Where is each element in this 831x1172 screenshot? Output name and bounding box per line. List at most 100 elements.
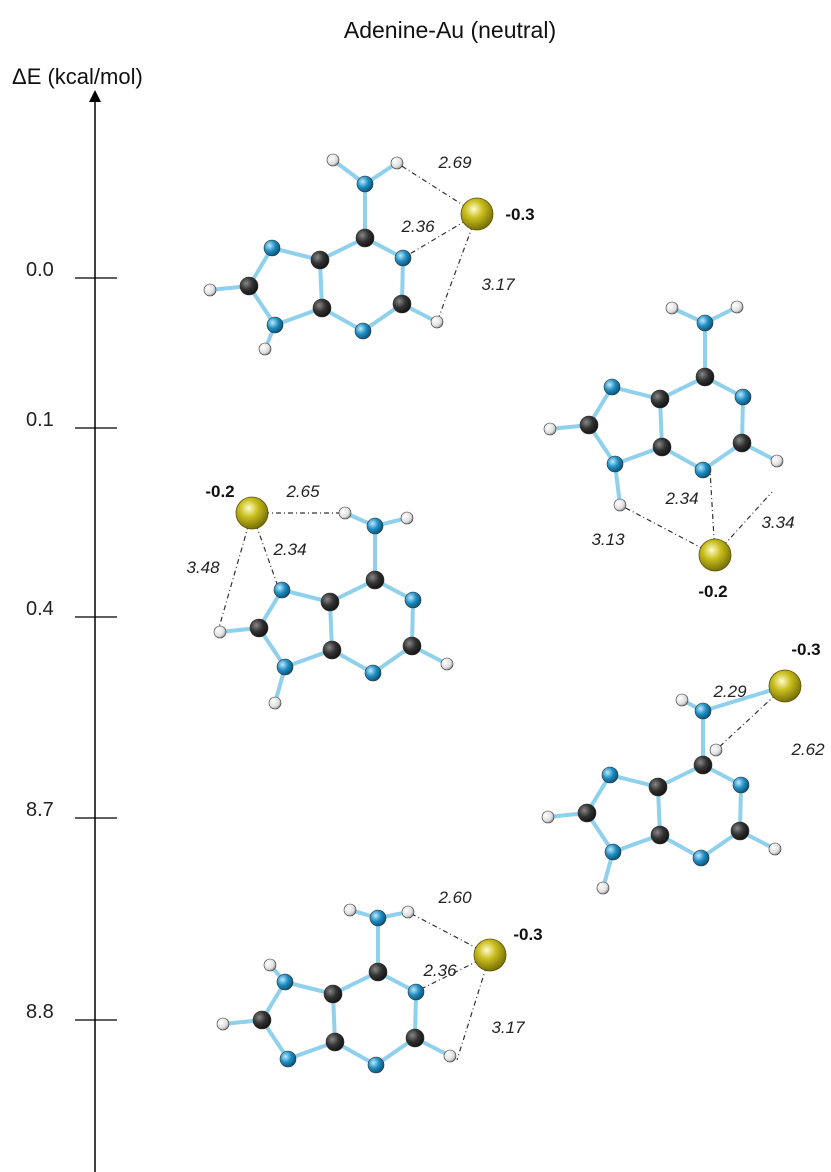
atom [274, 582, 290, 598]
atom [697, 315, 713, 331]
distance-label: 3.48 [186, 558, 220, 577]
atom [604, 379, 620, 395]
adenine-structure: 2.343.133.34-0.2 [544, 301, 795, 601]
atom [578, 804, 596, 822]
atom [267, 317, 283, 333]
atom [367, 518, 383, 534]
atom [696, 368, 714, 386]
gold-atom [474, 939, 506, 971]
level-label: 0.0 [26, 259, 54, 281]
gold-atom [461, 198, 493, 230]
distance-label: 3.34 [761, 513, 794, 532]
distance-label: 3.17 [481, 275, 515, 294]
contact-line [437, 214, 477, 322]
atom [651, 826, 669, 844]
charge-label: -0.3 [791, 640, 820, 659]
adenine-structure: 2.292.62-0.3 [542, 640, 825, 894]
charge-label: -0.2 [698, 582, 727, 601]
atom [602, 767, 618, 783]
distance-label: 2.60 [437, 888, 472, 907]
level-label: 8.7 [26, 799, 54, 821]
contact-line [457, 955, 490, 1060]
atom [735, 389, 751, 405]
title: Adenine-Au (neutral) [344, 17, 556, 43]
energy-diagram: Adenine-Au (neutral) ΔE (kcal/mol) 2.692… [0, 0, 831, 1172]
atom [280, 1051, 296, 1067]
atom [733, 777, 749, 793]
atom [607, 456, 623, 472]
atom [406, 1029, 424, 1047]
atom [269, 697, 281, 709]
atom [731, 822, 749, 840]
distance-label: 3.17 [491, 1018, 525, 1037]
atom [214, 626, 226, 638]
axis-label: ΔE (kcal/mol) [12, 64, 143, 89]
adenine-structure: 2.60 2.36 3.17 -0.3 [217, 888, 543, 1073]
atom [405, 592, 421, 608]
atom [649, 778, 667, 796]
atom [327, 154, 339, 166]
atom [369, 963, 387, 981]
atom [402, 906, 414, 918]
structures: 2.692.363.17-0.32.343.133.34-0.22.652.34… [186, 153, 825, 1073]
atom [666, 302, 678, 314]
atom [277, 659, 293, 675]
atom [321, 593, 339, 611]
level-label: 0.1 [26, 409, 54, 431]
atom [356, 229, 374, 247]
atom [264, 240, 280, 256]
atom [651, 390, 669, 408]
charge-label: -0.3 [513, 925, 542, 944]
atom [542, 811, 554, 823]
atom [326, 1033, 344, 1051]
atom [259, 343, 271, 355]
distance-label: 2.69 [437, 153, 472, 172]
adenine-structure: 2.652.343.48-0.2 [186, 482, 453, 709]
atom [323, 641, 341, 659]
atom [277, 974, 293, 990]
atom [366, 571, 384, 589]
charge-label: -0.3 [505, 205, 534, 224]
atom [605, 844, 621, 860]
atom [324, 985, 342, 1003]
gold-atom [236, 497, 268, 529]
atom [370, 910, 386, 926]
atom [731, 301, 743, 313]
atom [313, 299, 331, 317]
distance-label: 2.65 [285, 482, 320, 501]
atom [264, 959, 276, 971]
atom [580, 416, 598, 434]
atom [368, 1057, 384, 1073]
atom [710, 744, 722, 756]
atom [250, 619, 268, 637]
atom [733, 434, 751, 452]
atom [401, 512, 413, 524]
atom [355, 323, 371, 339]
distance-label: 2.36 [400, 217, 435, 236]
distance-label: 2.36 [422, 961, 457, 980]
level-label: 0.4 [26, 598, 54, 620]
distance-label: 2.62 [790, 740, 825, 759]
atom [695, 703, 711, 719]
atom [771, 455, 783, 467]
atom [365, 665, 381, 681]
level-label: 8.8 [26, 1001, 54, 1023]
atom [395, 250, 411, 266]
adenine-structure: 2.69 2.36 3.17 -0.3 [204, 153, 535, 355]
atom [597, 882, 609, 894]
atom [441, 658, 453, 670]
atom [339, 507, 351, 519]
atom [769, 843, 781, 855]
atom [217, 1018, 229, 1030]
distance-label: 3.13 [591, 530, 625, 549]
atom [240, 277, 258, 295]
atom [544, 423, 556, 435]
atom [614, 499, 626, 511]
atom [311, 251, 329, 269]
distance-label: 2.34 [272, 540, 306, 559]
contact-line [218, 513, 252, 631]
atom [253, 1011, 271, 1029]
atom [391, 157, 403, 169]
atom [693, 850, 709, 866]
atom [408, 984, 424, 1000]
